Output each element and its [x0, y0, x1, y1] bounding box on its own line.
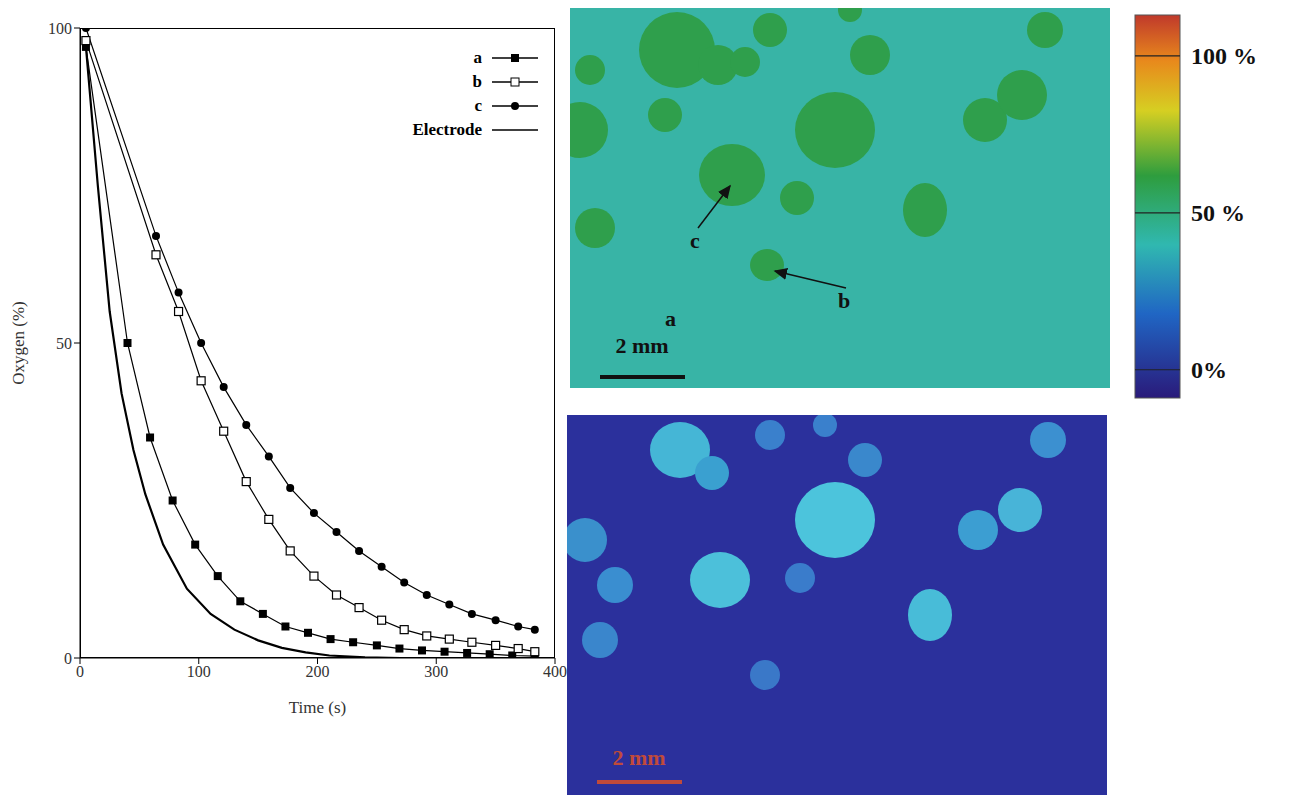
svg-text:100: 100	[48, 20, 72, 37]
svg-text:50 %: 50 %	[1191, 200, 1245, 226]
svg-text:100: 100	[187, 663, 211, 680]
html-text:Electrode: Electrode	[412, 120, 482, 139]
svg-text:2 mm: 2 mm	[612, 745, 665, 770]
html-text:c: c	[474, 96, 482, 115]
svg-text:2 mm: 2 mm	[615, 333, 668, 358]
svg-text:400: 400	[543, 663, 567, 680]
svg-text:Oxygen (%): Oxygen (%)	[9, 301, 28, 385]
svg-text:0: 0	[64, 650, 72, 667]
svg-text:c: c	[690, 228, 700, 253]
svg-text:b: b	[838, 288, 850, 313]
svg-text:a: a	[665, 306, 676, 331]
svg-text:Time (s): Time (s)	[289, 698, 346, 717]
svg-text:50: 50	[56, 335, 72, 352]
html-text:b: b	[472, 72, 482, 91]
svg-text:0: 0	[76, 663, 84, 680]
svg-text:100 %: 100 %	[1191, 43, 1257, 69]
svg-text:0%: 0%	[1191, 357, 1227, 383]
svg-text:300: 300	[424, 663, 448, 680]
html-text:a: a	[473, 48, 482, 67]
svg-text:200: 200	[306, 663, 330, 680]
